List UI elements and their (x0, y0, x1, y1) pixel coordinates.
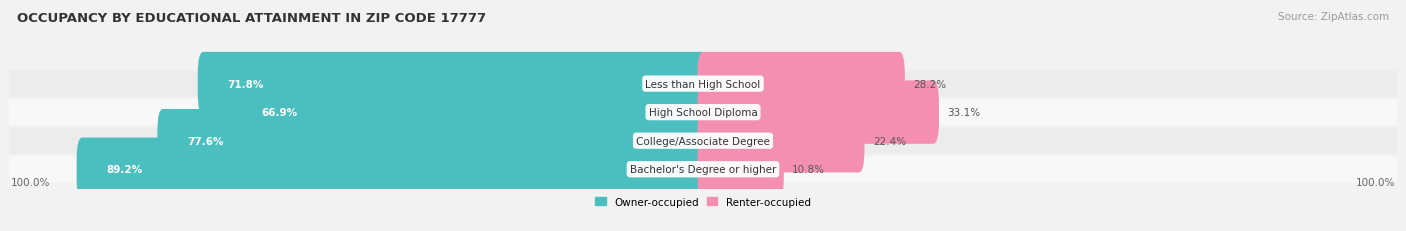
FancyBboxPatch shape (198, 53, 709, 116)
Text: 66.9%: 66.9% (262, 108, 298, 118)
FancyBboxPatch shape (8, 71, 1398, 97)
FancyBboxPatch shape (8, 128, 1398, 154)
FancyBboxPatch shape (697, 53, 905, 116)
Text: 10.8%: 10.8% (792, 164, 825, 174)
Text: 77.6%: 77.6% (187, 136, 224, 146)
Text: 100.0%: 100.0% (1357, 177, 1396, 187)
Text: 28.2%: 28.2% (912, 79, 946, 89)
FancyBboxPatch shape (76, 138, 709, 201)
FancyBboxPatch shape (8, 156, 1398, 182)
Text: Less than High School: Less than High School (645, 79, 761, 89)
Text: 33.1%: 33.1% (948, 108, 980, 118)
Text: OCCUPANCY BY EDUCATIONAL ATTAINMENT IN ZIP CODE 17777: OCCUPANCY BY EDUCATIONAL ATTAINMENT IN Z… (17, 12, 486, 24)
Text: College/Associate Degree: College/Associate Degree (636, 136, 770, 146)
Text: 22.4%: 22.4% (873, 136, 905, 146)
FancyBboxPatch shape (697, 138, 783, 201)
Legend: Owner-occupied, Renter-occupied: Owner-occupied, Renter-occupied (591, 193, 815, 211)
Text: High School Diploma: High School Diploma (648, 108, 758, 118)
FancyBboxPatch shape (697, 81, 939, 144)
Text: 89.2%: 89.2% (107, 164, 142, 174)
Text: Bachelor's Degree or higher: Bachelor's Degree or higher (630, 164, 776, 174)
FancyBboxPatch shape (232, 81, 709, 144)
Text: 100.0%: 100.0% (10, 177, 49, 187)
Text: 71.8%: 71.8% (228, 79, 264, 89)
Text: Source: ZipAtlas.com: Source: ZipAtlas.com (1278, 12, 1389, 21)
FancyBboxPatch shape (157, 109, 709, 173)
FancyBboxPatch shape (697, 109, 865, 173)
FancyBboxPatch shape (8, 100, 1398, 126)
